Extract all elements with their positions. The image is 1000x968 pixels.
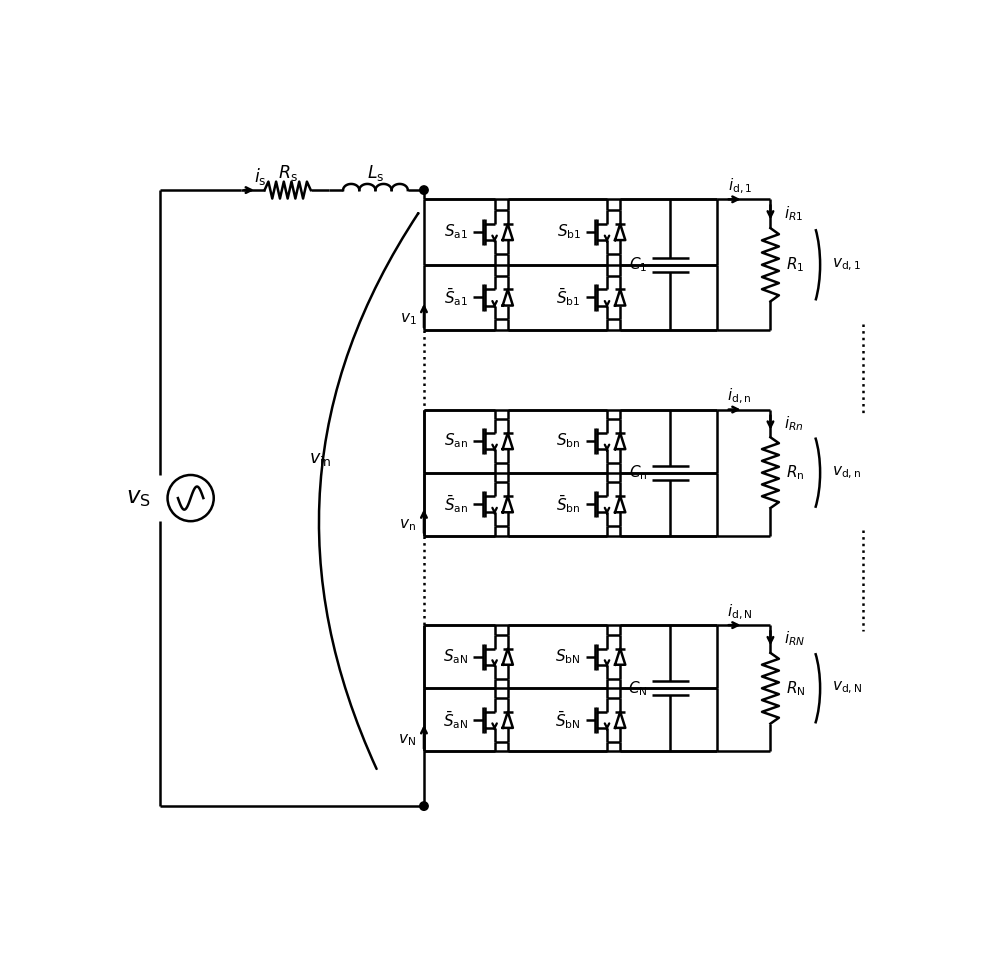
Text: $C_1$: $C_1$ [629, 256, 647, 274]
Text: $i_{Rn}$: $i_{Rn}$ [784, 414, 804, 433]
Text: $i_{RN}$: $i_{RN}$ [784, 629, 806, 649]
Text: $v_{\mathrm{d,n}}$: $v_{\mathrm{d,n}}$ [832, 465, 861, 481]
Text: $v_{\mathrm{d,1}}$: $v_{\mathrm{d,1}}$ [832, 257, 861, 273]
Text: $v_{\mathrm{n}}$: $v_{\mathrm{n}}$ [399, 517, 416, 532]
Text: $R_{\mathrm{n}}$: $R_{\mathrm{n}}$ [786, 464, 804, 482]
Text: $i_\mathrm{s}$: $i_\mathrm{s}$ [254, 166, 266, 187]
Text: $v_\mathrm{S}$: $v_\mathrm{S}$ [126, 487, 151, 509]
Text: $R_\mathrm{s}$: $R_\mathrm{s}$ [278, 164, 298, 183]
Text: $L_\mathrm{s}$: $L_\mathrm{s}$ [367, 164, 384, 183]
Text: $v_{\mathrm{N}}$: $v_{\mathrm{N}}$ [398, 733, 416, 748]
Text: $R_1$: $R_1$ [786, 256, 804, 274]
Text: $S_{\mathrm{bN}}$: $S_{\mathrm{bN}}$ [555, 648, 581, 666]
Text: $\bar{S}_{\mathrm{b1}}$: $\bar{S}_{\mathrm{b1}}$ [556, 287, 581, 309]
Text: $R_{\mathrm{N}}$: $R_{\mathrm{N}}$ [786, 679, 805, 698]
Circle shape [420, 186, 428, 195]
Text: $\bar{S}_{\mathrm{bn}}$: $\bar{S}_{\mathrm{bn}}$ [556, 494, 581, 515]
Text: $S_{\mathrm{an}}$: $S_{\mathrm{an}}$ [444, 432, 468, 450]
Circle shape [420, 802, 428, 810]
Text: $i_{\mathrm{d,n}}$: $i_{\mathrm{d,n}}$ [727, 387, 752, 407]
Text: $\bar{S}_{\mathrm{aN}}$: $\bar{S}_{\mathrm{aN}}$ [443, 709, 468, 731]
Text: $i_{\mathrm{d,1}}$: $i_{\mathrm{d,1}}$ [728, 176, 752, 196]
Text: $v_\mathrm{in}$: $v_\mathrm{in}$ [309, 451, 331, 469]
FancyArrowPatch shape [319, 213, 418, 769]
Text: $C_{\mathrm{N}}$: $C_{\mathrm{N}}$ [628, 679, 647, 698]
Text: $S_{\mathrm{bn}}$: $S_{\mathrm{bn}}$ [556, 432, 581, 450]
Text: $i_{R1}$: $i_{R1}$ [784, 204, 804, 223]
Text: $S_{\mathrm{aN}}$: $S_{\mathrm{aN}}$ [443, 648, 468, 666]
Text: $v_1$: $v_1$ [400, 312, 416, 327]
Text: $i_{\mathrm{d,N}}$: $i_{\mathrm{d,N}}$ [727, 602, 752, 621]
Text: $S_{\mathrm{a1}}$: $S_{\mathrm{a1}}$ [444, 223, 468, 241]
Text: $\bar{S}_{\mathrm{an}}$: $\bar{S}_{\mathrm{an}}$ [444, 494, 468, 515]
Text: $S_{\mathrm{b1}}$: $S_{\mathrm{b1}}$ [557, 223, 581, 241]
Text: $\bar{S}_{\mathrm{a1}}$: $\bar{S}_{\mathrm{a1}}$ [444, 287, 468, 309]
Text: $v_{\mathrm{d,N}}$: $v_{\mathrm{d,N}}$ [832, 681, 862, 696]
Text: $\bar{S}_{\mathrm{bN}}$: $\bar{S}_{\mathrm{bN}}$ [555, 709, 581, 731]
Text: $C_{\mathrm{n}}$: $C_{\mathrm{n}}$ [629, 464, 647, 482]
